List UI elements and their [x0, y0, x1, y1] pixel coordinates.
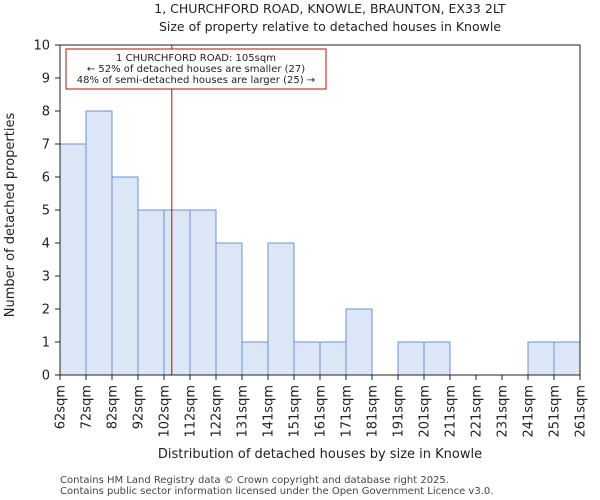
y-tick-label: 0 — [42, 369, 50, 384]
bar-122sqm — [215, 242, 243, 376]
bar-131sqm — [241, 341, 269, 376]
y-tick-label: 3 — [42, 270, 50, 285]
bar-191sqm — [397, 341, 425, 376]
x-tick-label: 102sqm — [158, 385, 173, 438]
bar-102sqm — [163, 209, 191, 376]
x-tick-label: 211sqm — [444, 385, 459, 438]
annotation-line-1: 1 CHURCHFORD ROAD: 105sqm — [116, 53, 276, 64]
x-tick-label: 201sqm — [418, 385, 433, 438]
x-tick-label: 191sqm — [392, 385, 407, 438]
y-tick-label: 9 — [42, 72, 50, 87]
x-tick-label: 231sqm — [496, 385, 511, 438]
bar-251sqm — [553, 341, 581, 376]
bar-62sqm — [59, 143, 87, 376]
x-tick-label: 112sqm — [184, 385, 199, 438]
x-tick-label: 181sqm — [366, 385, 381, 438]
bar-72sqm — [85, 110, 113, 376]
x-tick-label: 62sqm — [54, 385, 69, 429]
x-tick-label: 261sqm — [574, 385, 589, 438]
x-axis-ticks: 62sqm 72sqm 82sqm 92sqm 102sqm 112sqm 122sqm 13… — [54, 375, 589, 438]
x-tick-label: 141sqm — [262, 385, 277, 438]
x-tick-label: 92sqm — [132, 385, 147, 429]
x-axis-label: Distribution of detached houses by size … — [158, 447, 482, 462]
x-tick-label: 221sqm — [470, 385, 485, 438]
bars-group — [59, 110, 581, 376]
bar-151sqm — [293, 341, 321, 376]
bar-141sqm — [267, 242, 295, 376]
x-tick-label: 251sqm — [548, 385, 563, 438]
x-tick-label: 82sqm — [106, 385, 121, 429]
x-tick-label: 171sqm — [340, 385, 355, 438]
x-tick-label: 131sqm — [236, 385, 251, 438]
x-tick-label: 161sqm — [314, 385, 329, 438]
x-tick-label: 72sqm — [80, 385, 95, 429]
annotation-box: 1 CHURCHFORD ROAD: 105sqm ← 52% of detac… — [65, 48, 327, 90]
bar-82sqm — [111, 176, 139, 376]
footer-line-2: Contains public sector information licen… — [60, 486, 493, 497]
y-tick-label: 7 — [42, 138, 50, 153]
bar-201sqm — [423, 341, 451, 376]
y-tick-label: 1 — [42, 336, 50, 351]
bar-92sqm — [137, 209, 165, 376]
y-tick-label: 5 — [42, 204, 50, 219]
y-tick-label: 10 — [33, 39, 50, 54]
chart-subtitle: Size of property relative to detached ho… — [159, 19, 501, 34]
x-tick-label: 241sqm — [522, 385, 537, 438]
bar-161sqm — [319, 341, 347, 376]
footer-line-1: Contains HM Land Registry data © Crown c… — [60, 475, 449, 486]
bar-241sqm — [527, 341, 555, 376]
x-tick-label: 122sqm — [210, 385, 225, 438]
annotation-frame — [65, 48, 327, 90]
bar-112sqm — [189, 209, 217, 376]
y-axis-ticks: 0 1 2 3 4 5 6 7 8 9 10 — [33, 39, 60, 384]
x-tick-label: 151sqm — [288, 385, 303, 438]
y-tick-label: 8 — [42, 105, 50, 120]
y-tick-label: 4 — [42, 237, 50, 252]
y-tick-label: 6 — [42, 171, 50, 186]
chart-title: 1, CHURCHFORD ROAD, KNOWLE, BRAUNTON, EX… — [154, 1, 506, 16]
bar-171sqm — [345, 308, 373, 376]
y-tick-label: 2 — [42, 303, 50, 318]
annotation-line-2: ← 52% of detached houses are smaller (27… — [87, 64, 305, 75]
y-axis-label: Number of detached properties — [3, 113, 18, 318]
annotation-line-3: 48% of semi-detached houses are larger (… — [77, 75, 315, 86]
